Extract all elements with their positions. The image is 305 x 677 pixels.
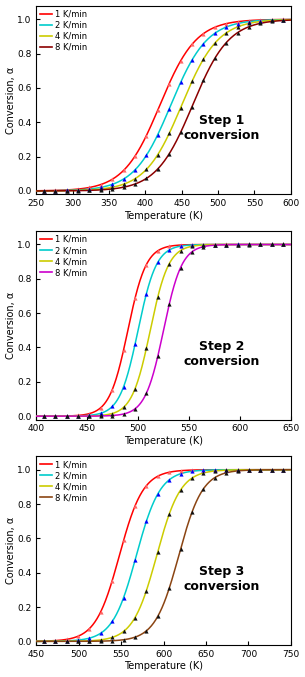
Legend: 1 K/min, 2 K/min, 4 K/min, 8 K/min: 1 K/min, 2 K/min, 4 K/min, 8 K/min — [39, 234, 88, 279]
X-axis label: Temperature (K): Temperature (K) — [124, 661, 203, 672]
X-axis label: Temperature (K): Temperature (K) — [124, 211, 203, 221]
Y-axis label: Conversion, α: Conversion, α — [5, 517, 16, 584]
Text: Step 3
conversion: Step 3 conversion — [184, 565, 260, 592]
Text: Step 2
conversion: Step 2 conversion — [184, 339, 260, 368]
Y-axis label: Conversion, α: Conversion, α — [5, 292, 16, 359]
X-axis label: Temperature (K): Temperature (K) — [124, 436, 203, 446]
Text: Step 1
conversion: Step 1 conversion — [184, 114, 260, 142]
Y-axis label: Conversion, α: Conversion, α — [5, 66, 16, 133]
Legend: 1 K/min, 2 K/min, 4 K/min, 8 K/min: 1 K/min, 2 K/min, 4 K/min, 8 K/min — [39, 458, 88, 504]
Legend: 1 K/min, 2 K/min, 4 K/min, 8 K/min: 1 K/min, 2 K/min, 4 K/min, 8 K/min — [39, 8, 88, 53]
